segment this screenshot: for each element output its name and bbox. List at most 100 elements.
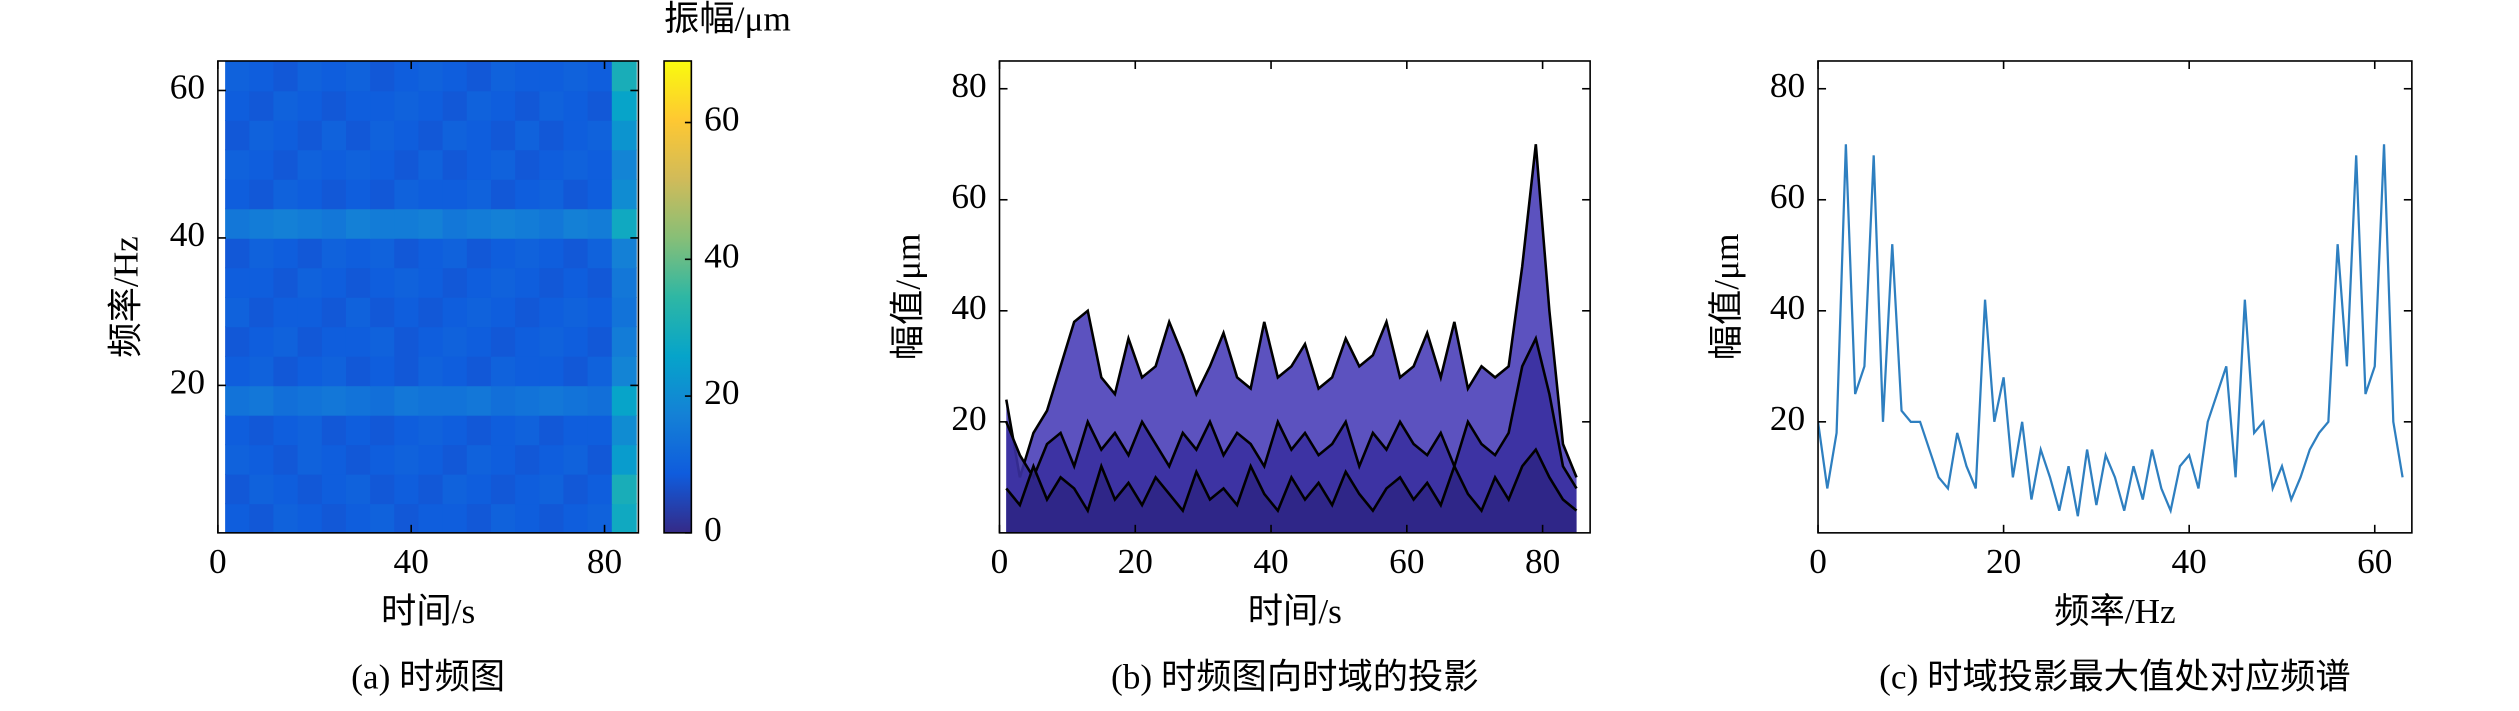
heat-cell	[490, 267, 516, 298]
y-tick-label: 60	[1770, 177, 1805, 216]
heat-cell	[563, 473, 589, 505]
heat-cell	[345, 267, 371, 298]
heat-cell	[345, 60, 371, 92]
heat-cell	[466, 208, 492, 239]
heat-cell	[418, 355, 444, 387]
heat-cell	[297, 503, 323, 533]
heat-cell	[418, 326, 444, 357]
heat-cell	[273, 385, 299, 416]
heat-cell	[466, 355, 492, 387]
plot-area	[1005, 144, 1578, 533]
heat-cell	[345, 90, 371, 121]
y-tick-label: 80	[1770, 66, 1805, 105]
heat-cell	[442, 267, 468, 298]
heat-cell	[249, 503, 275, 533]
heat-cell	[587, 355, 613, 387]
heat-cell	[249, 90, 275, 121]
heat-cell	[539, 267, 565, 298]
heat-cell	[297, 326, 323, 357]
heat-cell	[587, 90, 613, 121]
heat-cell	[539, 296, 565, 328]
heat-cell	[466, 267, 492, 298]
heat-cell	[225, 326, 251, 357]
heat-cell	[611, 473, 637, 505]
heat-cell	[563, 503, 589, 533]
heat-cell	[611, 503, 637, 533]
heat-cell	[539, 208, 565, 239]
heat-cell	[563, 385, 589, 416]
heat-cell	[442, 90, 468, 121]
heat-cell	[370, 149, 396, 180]
heat-cell	[225, 503, 251, 533]
heat-cell	[539, 237, 565, 269]
heat-cell	[225, 473, 251, 505]
heat-cell	[539, 414, 565, 446]
heat-cell	[442, 60, 468, 92]
heat-cell	[466, 296, 492, 328]
heat-cell	[490, 355, 516, 387]
heat-cell	[321, 178, 347, 210]
x-tick-label: 80	[587, 542, 622, 581]
heat-cell	[345, 208, 371, 239]
heat-cell	[490, 296, 516, 328]
heat-cell	[370, 60, 396, 92]
heat-cell	[418, 473, 444, 505]
axes-box	[217, 60, 640, 534]
heat-cell	[490, 444, 516, 475]
y-axis-label: 幅值/μm	[888, 234, 927, 361]
heat-cell	[539, 355, 565, 387]
heat-cell	[515, 267, 541, 298]
heat-cell	[442, 355, 468, 387]
heat-cell	[249, 149, 275, 180]
heat-cell	[442, 414, 468, 446]
x-tick-label: 20	[1118, 542, 1153, 581]
heat-cell	[515, 355, 541, 387]
heat-cell	[515, 326, 541, 357]
heat-cell	[490, 60, 516, 92]
heat-cell	[490, 414, 516, 446]
y-tick-label: 40	[951, 288, 986, 327]
heat-cell	[249, 444, 275, 475]
heat-cell	[587, 149, 613, 180]
heat-cell	[442, 326, 468, 357]
heat-cell	[466, 149, 492, 180]
heat-cell	[225, 355, 251, 387]
heat-cell	[490, 149, 516, 180]
heat-cell	[273, 60, 299, 92]
caption: (c) 时域投影最大值处对应频谱	[1879, 658, 2351, 697]
heat-cell	[370, 90, 396, 121]
heat-cell	[490, 326, 516, 357]
heat-cell	[370, 237, 396, 269]
heat-cell	[345, 355, 371, 387]
heat-cell	[563, 208, 589, 239]
heat-cell	[563, 267, 589, 298]
heat-cell	[490, 90, 516, 121]
line	[1818, 144, 2404, 517]
heat-cell	[345, 385, 371, 416]
y-axis-label: 频率/Hz	[107, 236, 146, 358]
heat-cell	[394, 414, 420, 446]
heat-cell	[515, 149, 541, 180]
heat-cell	[345, 149, 371, 180]
heat-cell	[321, 414, 347, 446]
heat-cell	[345, 178, 371, 210]
y-tick-label: 20	[170, 362, 205, 401]
heat-cell	[225, 178, 251, 210]
heat-cell	[515, 178, 541, 210]
heat-cell	[539, 119, 565, 151]
colorbar-tick-label: 40	[704, 236, 739, 275]
heat-cell	[345, 296, 371, 328]
heat-cell	[587, 208, 613, 239]
heat-cell	[321, 503, 347, 533]
heat-cell	[297, 385, 323, 416]
heat-cell	[466, 237, 492, 269]
heat-cell	[587, 414, 613, 446]
caption: (a) 时频图	[351, 658, 505, 697]
heat-cell	[394, 208, 420, 239]
heat-cell	[297, 267, 323, 298]
heat-cell	[611, 90, 637, 121]
heat-cell	[611, 60, 637, 92]
heat-cell	[249, 208, 275, 239]
heat-cell	[418, 267, 444, 298]
heat-cell	[515, 503, 541, 533]
